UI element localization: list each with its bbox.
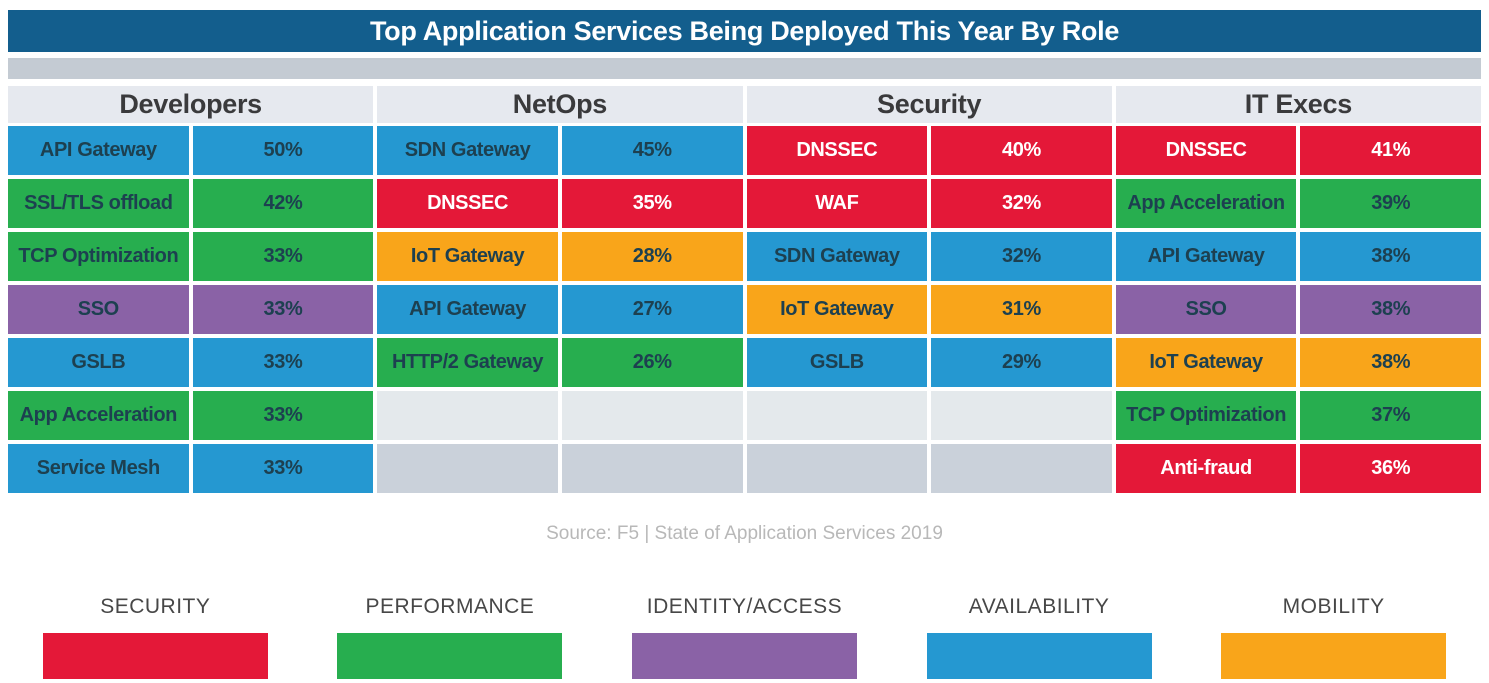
service-cell: IoT Gateway (377, 232, 558, 281)
value-cell (931, 391, 1112, 440)
value-cell (931, 444, 1112, 493)
value-cell: 35% (561, 179, 743, 228)
value-cell: 33% (192, 444, 374, 493)
service-cell (377, 444, 558, 493)
value-cell: 29% (931, 338, 1112, 387)
service-cell: GSLB (746, 338, 928, 387)
legend-item-mobility: MOBILITY (1186, 595, 1481, 679)
service-cell: WAF (746, 179, 928, 228)
role-header-security: Security (746, 86, 1112, 123)
service-cell: SDN Gateway (746, 232, 928, 281)
role-header-it-execs: IT Execs (1115, 86, 1481, 123)
legend-swatch-availability (926, 633, 1152, 679)
legend-item-performance: PERFORMANCE (303, 595, 598, 679)
service-cell: App Acceleration (1115, 179, 1297, 228)
service-cell: TCP Optimization (8, 232, 189, 281)
service-cell: HTTP/2 Gateway (377, 338, 558, 387)
divider-band (8, 58, 1481, 79)
value-cell: 27% (561, 285, 743, 334)
services-grid: API Gateway 50% SDN Gateway 45% DNSSEC 40% DNS… (8, 126, 1481, 493)
legend-swatch-performance (337, 633, 563, 679)
value-cell: 36% (1300, 444, 1481, 493)
source-caption: Source: F5 | State of Application Servic… (546, 523, 943, 544)
legend-swatch-identity-access (631, 633, 857, 679)
service-cell: API Gateway (1115, 232, 1297, 281)
service-cell: IoT Gateway (1115, 338, 1297, 387)
value-cell: 45% (561, 126, 743, 175)
title-bar: Top Application Services Being Deployed … (8, 10, 1481, 52)
value-cell: 41% (1300, 126, 1481, 175)
legend-label: MOBILITY (1282, 595, 1385, 618)
value-cell (561, 391, 743, 440)
value-cell: 33% (192, 285, 374, 334)
value-cell: 26% (561, 338, 743, 387)
service-cell: App Acceleration (8, 391, 189, 440)
legend-label: PERFORMANCE (365, 595, 535, 618)
column-headers: Developers NetOps Security IT Execs (8, 86, 1481, 123)
service-cell: SDN Gateway (377, 126, 558, 175)
service-cell: API Gateway (8, 126, 189, 175)
value-cell: 50% (192, 126, 374, 175)
legend-item-security: SECURITY (8, 595, 303, 679)
legend-label: SECURITY (100, 595, 211, 618)
legend-label: AVAILABILITY (968, 595, 1110, 618)
legend-swatch-security (42, 633, 268, 679)
service-cell: SSO (1115, 285, 1297, 334)
value-cell: 39% (1300, 179, 1481, 228)
role-header-netops: NetOps (377, 86, 743, 123)
value-cell: 28% (561, 232, 743, 281)
value-cell: 38% (1300, 232, 1481, 281)
service-cell (746, 444, 928, 493)
service-cell: GSLB (8, 338, 189, 387)
legend-item-identity-access: IDENTITY/ACCESS (597, 595, 892, 679)
legend-item-availability: AVAILABILITY (892, 595, 1187, 679)
value-cell: 32% (931, 179, 1112, 228)
value-cell: 33% (192, 391, 374, 440)
value-cell: 33% (192, 232, 374, 281)
value-cell: 31% (931, 285, 1112, 334)
service-cell (377, 391, 558, 440)
value-cell: 32% (931, 232, 1112, 281)
value-cell: 38% (1300, 338, 1481, 387)
value-cell: 37% (1300, 391, 1481, 440)
role-header-developers: Developers (8, 86, 374, 123)
value-cell (561, 444, 743, 493)
value-cell: 40% (931, 126, 1112, 175)
legend-swatch-mobility (1221, 633, 1447, 679)
page-title: Top Application Services Being Deployed … (369, 15, 1120, 46)
service-cell: TCP Optimization (1115, 391, 1297, 440)
service-cell: Service Mesh (8, 444, 189, 493)
service-cell: API Gateway (377, 285, 558, 334)
service-cell: IoT Gateway (746, 285, 928, 334)
service-cell: DNSSEC (1115, 126, 1297, 175)
value-cell: 33% (192, 338, 374, 387)
service-cell: Anti-fraud (1115, 444, 1297, 493)
service-cell: SSO (8, 285, 189, 334)
value-cell: 42% (192, 179, 374, 228)
service-cell: SSL/TLS offload (8, 179, 189, 228)
value-cell: 38% (1300, 285, 1481, 334)
legend-label: IDENTITY/ACCESS (646, 595, 843, 618)
service-cell (746, 391, 928, 440)
service-cell: DNSSEC (377, 179, 558, 228)
service-cell: DNSSEC (746, 126, 928, 175)
legend: SECURITY PERFORMANCE IDENTITY/ACCESS AVA… (8, 595, 1481, 679)
